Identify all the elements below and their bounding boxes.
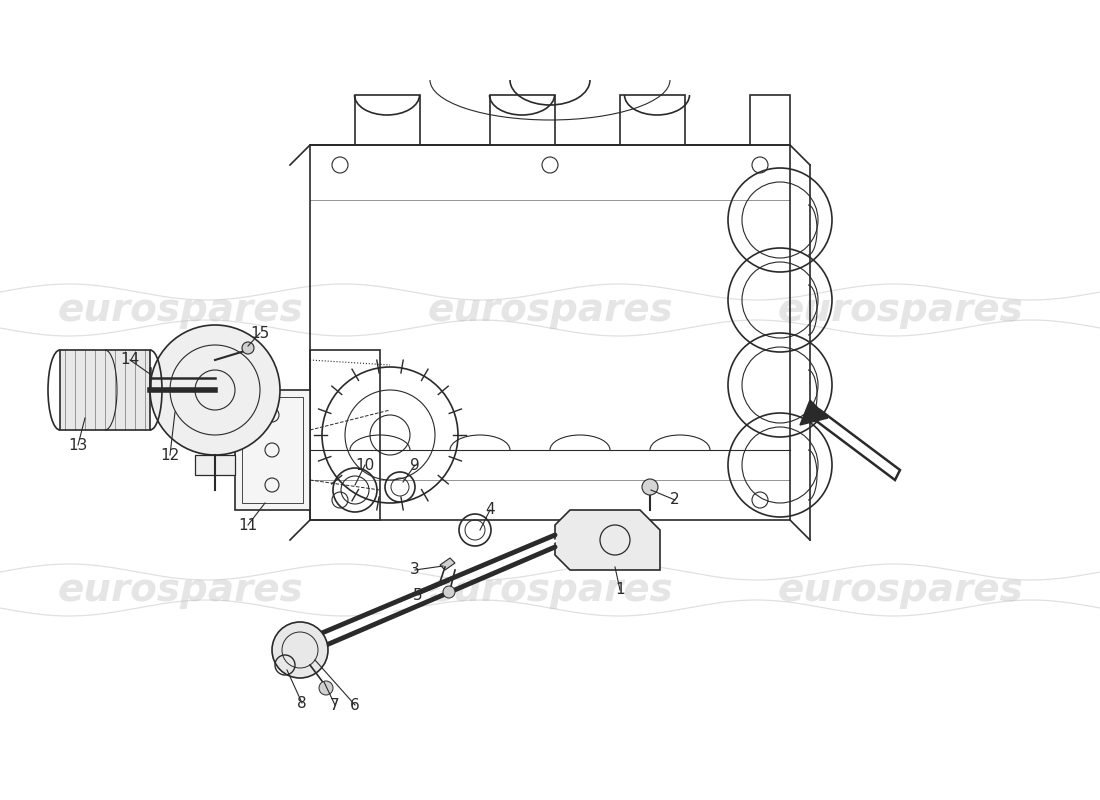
Text: eurospares: eurospares bbox=[57, 571, 303, 609]
Text: eurospares: eurospares bbox=[57, 291, 303, 329]
Text: 8: 8 bbox=[297, 695, 307, 710]
Text: 10: 10 bbox=[355, 458, 375, 473]
Polygon shape bbox=[195, 455, 235, 475]
Text: 5: 5 bbox=[414, 587, 422, 602]
Polygon shape bbox=[815, 410, 900, 480]
Text: eurospares: eurospares bbox=[427, 571, 673, 609]
Circle shape bbox=[443, 586, 455, 598]
Polygon shape bbox=[235, 390, 310, 510]
Text: 11: 11 bbox=[239, 518, 257, 533]
Text: 7: 7 bbox=[330, 698, 340, 713]
Circle shape bbox=[242, 342, 254, 354]
Circle shape bbox=[319, 681, 333, 695]
Polygon shape bbox=[800, 400, 828, 425]
Text: 2: 2 bbox=[670, 493, 680, 507]
Text: eurospares: eurospares bbox=[777, 571, 1023, 609]
Text: 12: 12 bbox=[161, 447, 179, 462]
Circle shape bbox=[642, 479, 658, 495]
Text: 4: 4 bbox=[485, 502, 495, 518]
Circle shape bbox=[272, 622, 328, 678]
Circle shape bbox=[150, 325, 280, 455]
Text: 1: 1 bbox=[615, 582, 625, 598]
Text: 15: 15 bbox=[251, 326, 270, 341]
Text: 14: 14 bbox=[120, 353, 140, 367]
Polygon shape bbox=[60, 350, 150, 430]
Text: 13: 13 bbox=[68, 438, 88, 453]
Polygon shape bbox=[440, 558, 455, 570]
Polygon shape bbox=[556, 510, 660, 570]
Text: eurospares: eurospares bbox=[427, 291, 673, 329]
Text: 3: 3 bbox=[410, 562, 420, 578]
Text: 9: 9 bbox=[410, 458, 420, 473]
Text: 6: 6 bbox=[350, 698, 360, 713]
Text: eurospares: eurospares bbox=[777, 291, 1023, 329]
